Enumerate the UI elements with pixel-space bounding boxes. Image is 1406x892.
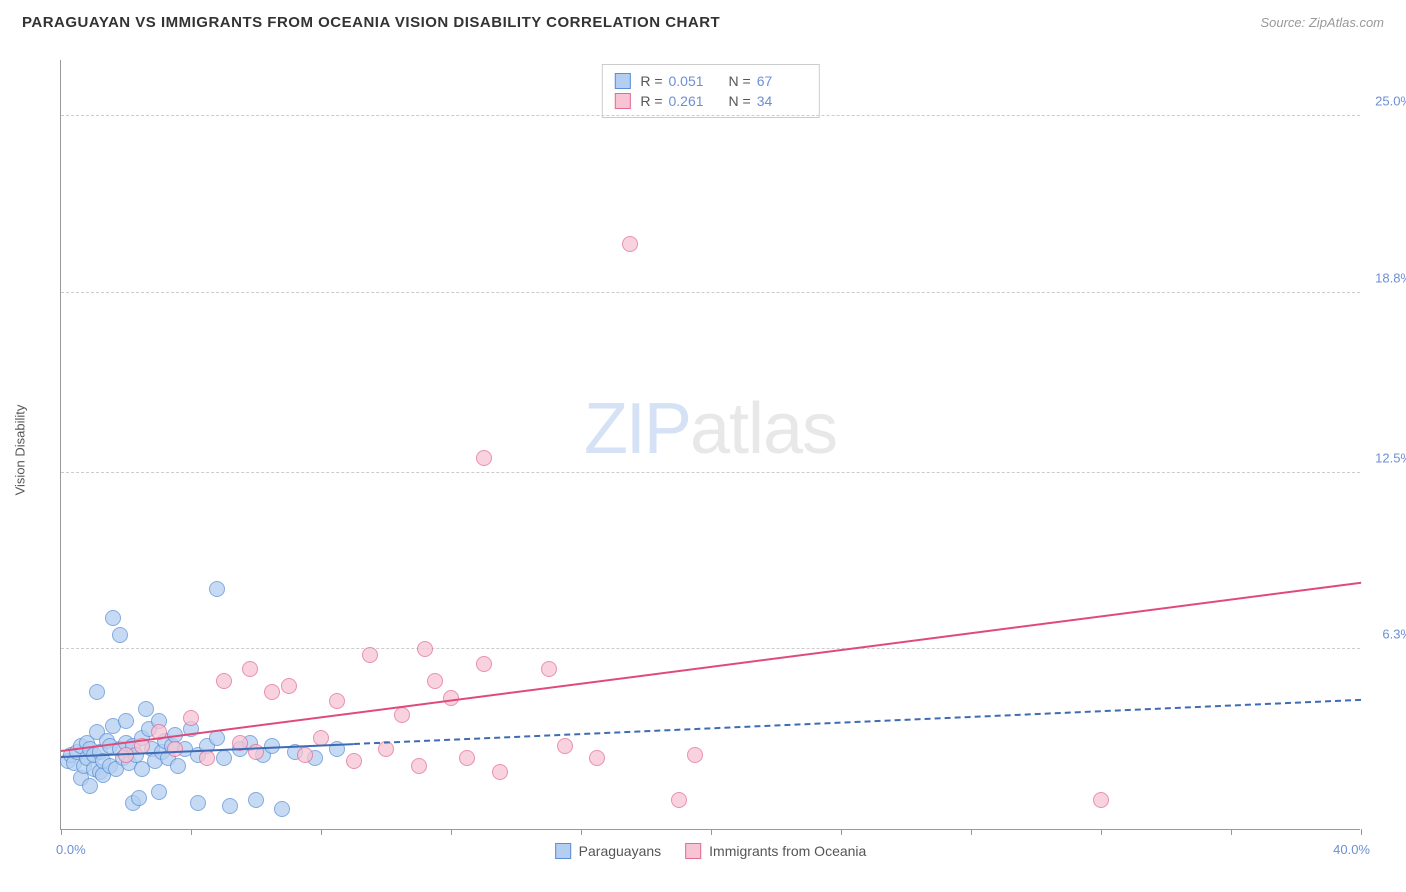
data-point [199, 750, 215, 766]
data-point [492, 764, 508, 780]
data-point [346, 753, 362, 769]
data-point [411, 758, 427, 774]
chart-header: PARAGUAYAN VS IMMIGRANTS FROM OCEANIA VI… [0, 0, 1406, 39]
legend-r-value: 0.051 [669, 73, 719, 89]
x-tick [61, 829, 62, 835]
data-point [82, 778, 98, 794]
gridline [61, 292, 1360, 293]
x-tick [581, 829, 582, 835]
watermark: ZIPatlas [584, 388, 837, 470]
y-tick-label: 18.8% [1375, 270, 1406, 285]
data-point [459, 750, 475, 766]
x-axis-max-label: 40.0% [1333, 842, 1370, 857]
x-tick [971, 829, 972, 835]
watermark-atlas: atlas [690, 389, 837, 469]
legend-swatch [614, 93, 630, 109]
plot-area: ZIPatlas R =0.051N =67R =0.261N =34 0.0%… [60, 60, 1360, 830]
data-point [589, 750, 605, 766]
legend-series: Paraguayans Immigrants from Oceania [555, 843, 867, 859]
watermark-zip: ZIP [584, 389, 690, 469]
trend-line-dashed [353, 699, 1361, 745]
legend-r-label: R = [640, 73, 662, 89]
legend-series-label: Paraguayans [579, 843, 662, 859]
data-point [170, 758, 186, 774]
x-tick [1101, 829, 1102, 835]
data-point [216, 750, 232, 766]
legend-swatch [614, 73, 630, 89]
data-point [167, 741, 183, 757]
x-tick [711, 829, 712, 835]
data-point [112, 627, 128, 643]
chart-container: Vision Disability ZIPatlas R =0.051N =67… [50, 60, 1380, 840]
data-point [281, 678, 297, 694]
y-axis-label: Vision Disability [13, 405, 28, 496]
gridline [61, 648, 1360, 649]
data-point [151, 784, 167, 800]
data-point [329, 693, 345, 709]
legend-correlation-row: R = 0.051 N = 67 [614, 71, 806, 91]
data-point [476, 450, 492, 466]
data-point [297, 747, 313, 763]
data-point [248, 792, 264, 808]
x-tick [191, 829, 192, 835]
legend-correlation-row: R = 0.261 N = 34 [614, 91, 806, 111]
data-point [138, 701, 154, 717]
data-point [417, 641, 433, 657]
data-point [541, 661, 557, 677]
data-point [183, 710, 199, 726]
x-tick [841, 829, 842, 835]
x-tick [1231, 829, 1232, 835]
legend-r-label: R = [640, 93, 662, 109]
data-point [264, 684, 280, 700]
data-point [105, 610, 121, 626]
data-point [557, 738, 573, 754]
x-axis-min-label: 0.0% [56, 842, 86, 857]
gridline [61, 472, 1360, 473]
x-tick [321, 829, 322, 835]
data-point [190, 795, 206, 811]
data-point [687, 747, 703, 763]
data-point [209, 581, 225, 597]
data-point [362, 647, 378, 663]
data-point [118, 713, 134, 729]
x-tick [1361, 829, 1362, 835]
data-point [476, 656, 492, 672]
legend-series-label: Immigrants from Oceania [709, 843, 866, 859]
legend-n-label: N = [729, 73, 751, 89]
y-tick-label: 6.3% [1382, 627, 1406, 642]
data-point [671, 792, 687, 808]
legend-swatch [555, 843, 571, 859]
chart-title: PARAGUAYAN VS IMMIGRANTS FROM OCEANIA VI… [22, 14, 720, 31]
y-tick-label: 12.5% [1375, 450, 1406, 465]
legend-n-value: 67 [757, 73, 807, 89]
chart-source: Source: ZipAtlas.com [1260, 15, 1384, 30]
legend-series-item: Paraguayans [555, 843, 662, 859]
y-tick-label: 25.0% [1375, 94, 1406, 109]
legend-correlation-box: R = 0.051 N = 67 R = 0.261 N = 34 [601, 64, 819, 118]
legend-r-value: 0.261 [669, 93, 719, 109]
data-point [1093, 792, 1109, 808]
x-tick [451, 829, 452, 835]
data-point [131, 790, 147, 806]
gridline [61, 115, 1360, 116]
data-point [394, 707, 410, 723]
data-point [242, 661, 258, 677]
data-point [216, 673, 232, 689]
legend-swatch [685, 843, 701, 859]
data-point [274, 801, 290, 817]
data-point [222, 798, 238, 814]
legend-n-value: 34 [757, 93, 807, 109]
legend-n-label: N = [729, 93, 751, 109]
legend-series-item: Immigrants from Oceania [685, 843, 866, 859]
data-point [622, 236, 638, 252]
data-point [427, 673, 443, 689]
data-point [89, 684, 105, 700]
